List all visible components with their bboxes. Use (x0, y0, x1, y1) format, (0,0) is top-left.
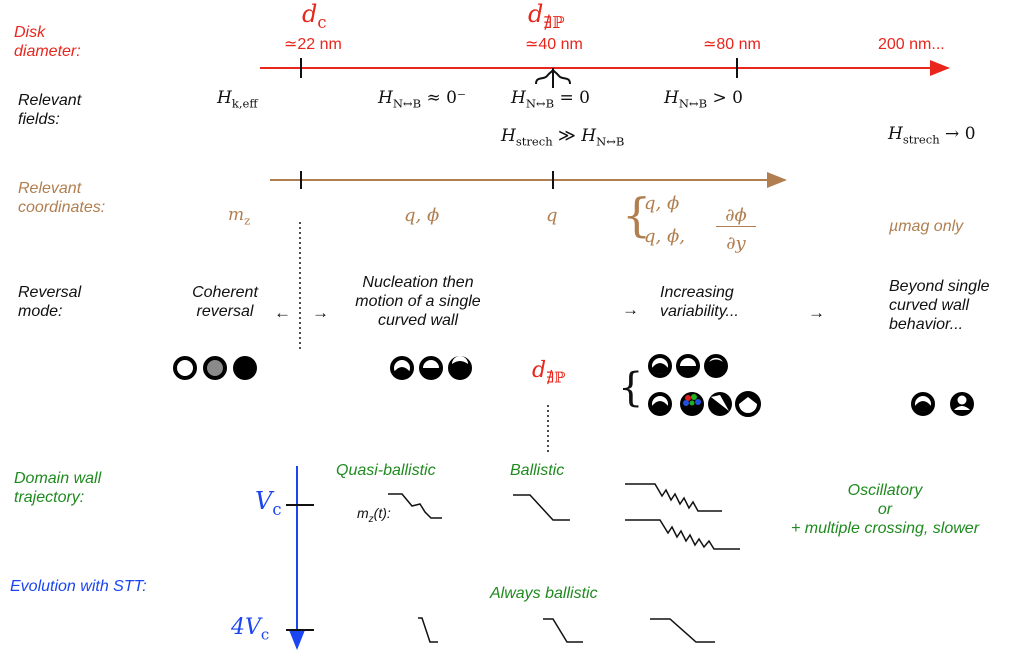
stt-axis (286, 466, 314, 650)
disks-beyond (911, 392, 974, 416)
curve-stt-2 (543, 618, 583, 643)
arrow-mid-icon: → (622, 300, 639, 319)
coord-q-phi: q, ϕ (404, 205, 440, 226)
tick-label-22nm: ≃22 nm (284, 36, 342, 53)
label-mz-t: mz(t): (357, 505, 391, 525)
coord-mz: mz (228, 205, 251, 228)
tick-label-80nm: ≃80 nm (703, 36, 761, 53)
disks-single-wall (390, 356, 472, 380)
label-ballistic: Ballistic (510, 462, 565, 479)
row-label-relevant-coordinates: Relevant coordinates: (18, 180, 106, 216)
curve-stt-3 (650, 618, 715, 643)
row-label-relevant-fields: Relevant fields: (18, 92, 82, 128)
tick-label-40nm: ≃40 nm (525, 36, 583, 53)
field-h-stretch-to-zero: Hstrech → 0 (888, 124, 976, 147)
coord-brace-icon: { (622, 188, 652, 242)
label-quasi-ballistic: Quasi-ballistic (336, 462, 436, 479)
coord-frac-den: ∂y (726, 233, 746, 254)
arrow-right2-icon: → (808, 303, 825, 322)
curve-oscillatory (625, 483, 722, 512)
label-oscillatory: Oscillatory or + multiple crossing, slow… (790, 482, 980, 537)
coord-frac-num: ∂ϕ (716, 206, 756, 227)
row-label-domain-wall-trajectory: Domain wall trajectory: (14, 470, 102, 506)
coord-umag-only: µmag only (889, 218, 964, 235)
disks-variability (648, 354, 761, 417)
curve-quasi-ballistic (388, 493, 442, 519)
mode-coherent-reversal: Coherent reversal (192, 284, 258, 320)
curly-brace-icon (535, 67, 571, 85)
variability-brace-icon: { (618, 365, 644, 411)
coord-brace-line2: q, ϕ, (644, 226, 685, 247)
curve-ballistic (513, 494, 570, 521)
four-vc-label: 4Vc (231, 615, 270, 644)
disk-gray-icon (203, 356, 227, 380)
mode-nucleation-single-wall: Nucleation then motion of a single curve… (355, 274, 481, 329)
tick-label-200nm: 200 nm... (878, 36, 945, 53)
field-hk-eff: Hk,eff (217, 88, 258, 111)
arrow-left-icon: ← (274, 303, 291, 322)
arrow-right-icon: → (312, 303, 329, 322)
row-label-disk-diameter: Disk diameter: (14, 24, 81, 60)
curve-multiple-crossing (625, 519, 740, 550)
mode-increasing-variability: Increasing variability... (660, 284, 739, 320)
dc-symbol: dc (302, 0, 327, 32)
field-h-nb-approx: HN↔B ≈ 0⁻ (378, 88, 466, 111)
field-h-stretch-gg: Hstrech ≫ HN↔B (501, 126, 625, 149)
disk-down-icon (233, 356, 257, 380)
field-h-nb-zero: HN↔B = 0 (511, 88, 590, 111)
row-label-evolution-stt: Evolution with STT: (10, 578, 147, 595)
vc-label: Vc (255, 487, 282, 519)
mode-beyond-single-wall: Beyond single curved wall behavior... (889, 278, 990, 333)
dnp-symbol-mode-row: d∄ℙ (532, 358, 566, 387)
dnp-symbol: d∄ℙ (528, 0, 565, 32)
coord-q: q (546, 205, 558, 226)
coord-brace-line1: q, ϕ (644, 193, 680, 214)
disks-coherent-reversal (173, 356, 257, 380)
field-h-nb-positive: HN↔B > 0 (664, 88, 743, 111)
disk-diameter-axis (260, 58, 950, 88)
disk-up-icon (173, 356, 197, 380)
trajectory-curves (388, 483, 740, 643)
row-label-reversal-mode: Reversal mode: (18, 284, 82, 320)
coordinates-axis (270, 171, 787, 189)
label-always-ballistic: Always ballistic (490, 585, 598, 602)
curve-stt-1 (418, 617, 438, 643)
